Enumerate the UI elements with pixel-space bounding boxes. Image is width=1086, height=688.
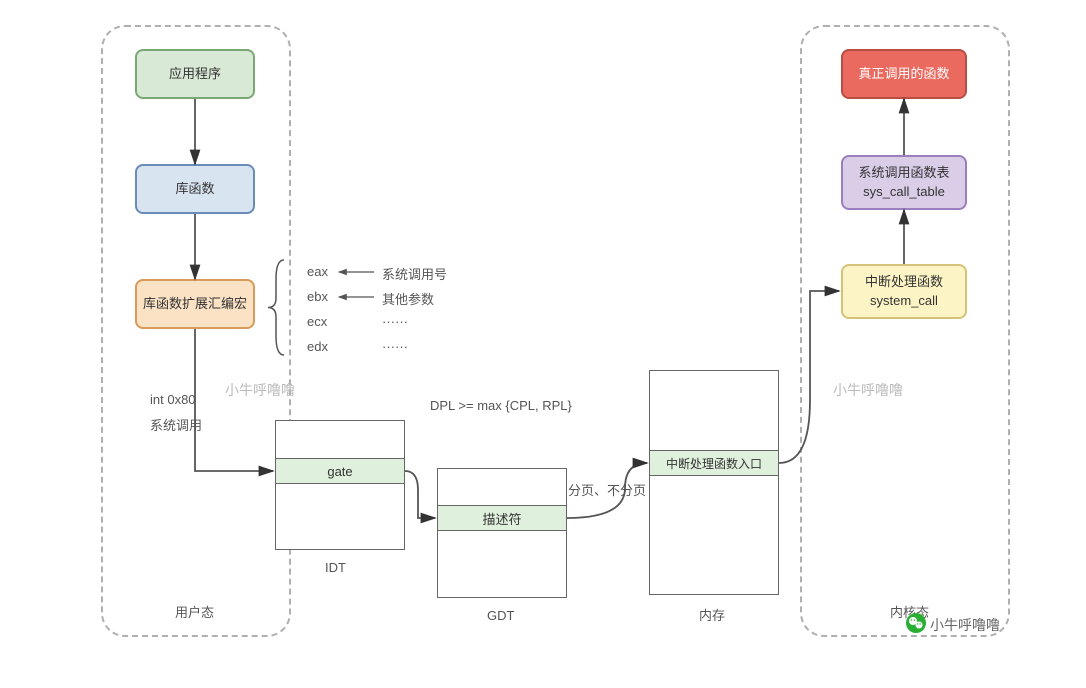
brace-icon — [268, 260, 288, 355]
idt-gate-slot: gate — [275, 458, 405, 484]
memory-caption: 内存 — [699, 605, 725, 624]
real-call-box: 真正调用的函数 — [841, 49, 967, 99]
reg-ecx: ecx — [307, 314, 327, 329]
syscall-table-label: 系统调用函数表 sys_call_table — [858, 164, 949, 200]
idt-caption: IDT — [325, 560, 346, 575]
reg-edx: edx — [307, 339, 328, 354]
handler-label: 中断处理函数 system_call — [865, 273, 943, 309]
lib-box-label: 库函数 — [175, 180, 214, 198]
memory-table — [649, 370, 779, 595]
asm-box-label: 库函数扩展汇编宏 — [143, 295, 247, 313]
reg-desc-ebx: 其他参数 — [382, 289, 434, 308]
idt-table — [275, 420, 405, 550]
reg-desc-ecx: ······ — [382, 314, 408, 329]
user-zone-label: 用户态 — [175, 602, 214, 621]
dpl-label: DPL >= max {CPL, RPL} — [430, 398, 572, 413]
watermark-2: 小牛呼噜噜 — [833, 380, 903, 400]
app-box-label: 应用程序 — [169, 65, 221, 83]
gdt-caption: GDT — [487, 608, 514, 623]
gdt-table — [437, 468, 567, 598]
int80-label: int 0x80 — [150, 392, 196, 407]
reg-eax: eax — [307, 264, 328, 279]
syscall-label: 系统调用 — [150, 415, 202, 434]
app-box: 应用程序 — [135, 49, 255, 99]
watermark-1: 小牛呼噜噜 — [225, 380, 295, 400]
kernel-zone — [800, 25, 1010, 637]
reg-desc-eax: 系统调用号 — [382, 264, 447, 283]
asm-box: 库函数扩展汇编宏 — [135, 279, 255, 329]
gdt-descriptor-label: 描述符 — [482, 509, 521, 528]
idt-gate-label: gate — [327, 464, 352, 479]
handler-box: 中断处理函数 system_call — [841, 264, 967, 319]
reg-ebx: ebx — [307, 289, 328, 304]
user-zone — [101, 25, 291, 637]
memory-entry-label: 中断处理函数入口 — [666, 455, 762, 472]
paging-label: 分页、不分页 — [568, 480, 646, 499]
watermark-3: 小牛呼噜噜 — [930, 615, 1000, 635]
wechat-icon — [905, 612, 927, 634]
real-call-label: 真正调用的函数 — [858, 65, 949, 83]
reg-desc-edx: ······ — [382, 339, 408, 354]
syscall-table-box: 系统调用函数表 sys_call_table — [841, 155, 967, 210]
lib-box: 库函数 — [135, 164, 255, 214]
gdt-descriptor-slot: 描述符 — [437, 505, 567, 531]
memory-entry-slot: 中断处理函数入口 — [649, 450, 779, 476]
